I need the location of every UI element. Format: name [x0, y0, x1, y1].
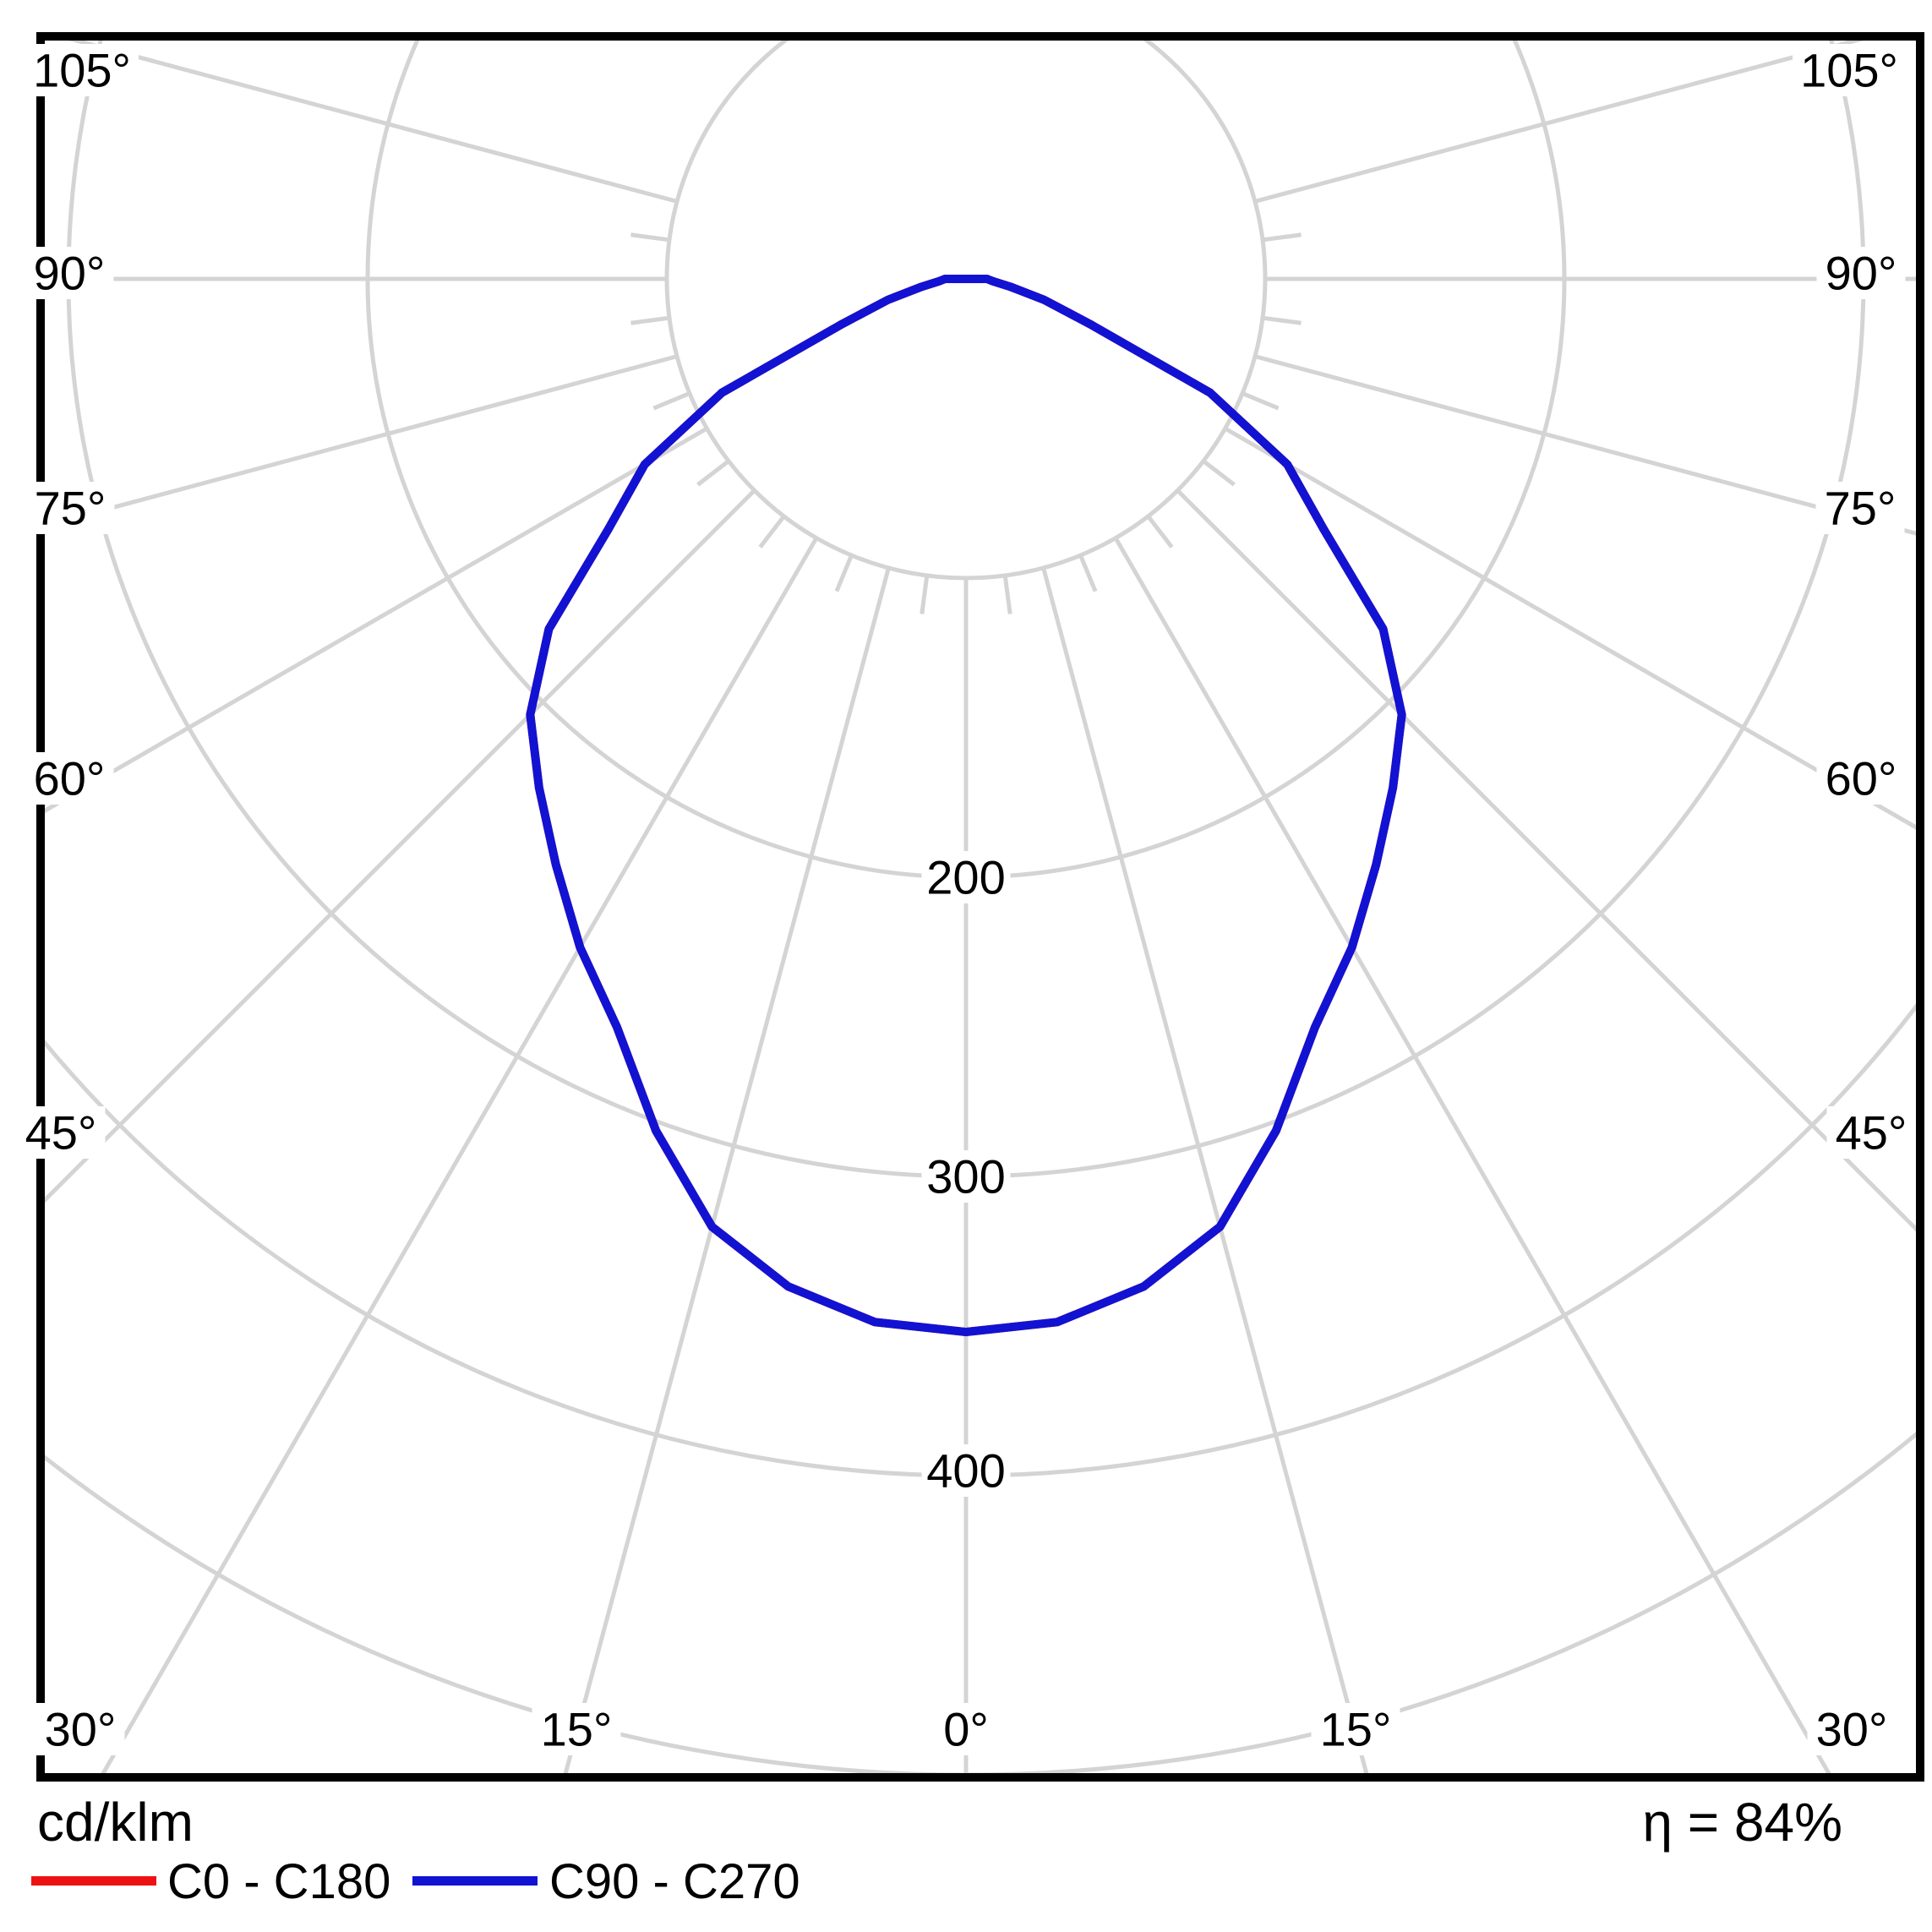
- legend-label-c90-c270: C90 - C270: [549, 1854, 800, 1909]
- grid-minor-tick: [1262, 232, 1302, 243]
- angle-label-15: 15°: [1320, 1703, 1392, 1756]
- angle-label-105-bg: [1793, 44, 1906, 96]
- grid-minor-tick: [630, 315, 670, 325]
- angle-label-60: 60°: [34, 752, 106, 805]
- angle-label-30-bg: [1807, 1703, 1897, 1755]
- angle-label-0: 0°: [943, 1703, 989, 1756]
- grid-minor-tick: [1242, 391, 1280, 411]
- grid-spoke-105-left: [68, 41, 678, 204]
- angle-label-15-bg: [1311, 1703, 1400, 1755]
- angle-label-45: 45°: [25, 1106, 97, 1160]
- angle-label-90-bg: [1816, 247, 1906, 299]
- angle-label-75-bg: [1815, 482, 1905, 534]
- radial-label-300: 300: [926, 1150, 1005, 1203]
- efficiency-label: η = 84%: [1642, 1792, 1842, 1853]
- angle-label-60-bg: [1816, 752, 1906, 805]
- grid-minor-tick: [1262, 315, 1302, 325]
- grid-spoke-45-left: [45, 488, 756, 1203]
- grid-minor-tick: [696, 459, 730, 487]
- grid-minor-tick: [630, 232, 670, 243]
- grid-minor-tick: [1078, 554, 1098, 592]
- grid-spoke-30-right: [1113, 537, 1831, 1773]
- angle-label-105: 105°: [33, 44, 131, 97]
- angle-label-15-bg: [532, 1703, 621, 1755]
- radial-label-200: 200: [926, 851, 1005, 904]
- angle-label-30: 30°: [45, 1703, 117, 1756]
- angle-label-75: 75°: [35, 482, 106, 535]
- angle-label-45: 45°: [1836, 1106, 1907, 1160]
- grid-spoke-45-right: [1176, 488, 1916, 1232]
- angle-label-30: 30°: [1816, 1703, 1888, 1756]
- grid-spoke-75-left: [45, 354, 678, 528]
- curves: [526, 275, 1406, 1337]
- angle-label-90-bg: [25, 247, 114, 299]
- grid-minor-tick: [920, 575, 930, 614]
- radial-label-300-bg: [921, 1150, 1011, 1203]
- angle-label-45-bg: [16, 1106, 106, 1159]
- grid-minor-tick: [1202, 459, 1236, 487]
- radial-label-400-bg: [921, 1444, 1011, 1497]
- grid-spoke-75-right: [1254, 354, 1916, 536]
- grid-spoke-15-right: [1041, 567, 1369, 1773]
- grid-spoke-60-left: [45, 426, 708, 814]
- angle-label-90: 90°: [34, 247, 106, 300]
- angle-label-60-bg: [25, 752, 114, 805]
- angle-label-60: 60°: [1826, 752, 1897, 805]
- axis-labels: 200 300 400 105° 105° 90° 90° 75° 75° 60° 60° 45° 45…: [16, 44, 1916, 1756]
- grid-minor-tick: [652, 391, 690, 411]
- angle-label-75-bg: [25, 482, 115, 534]
- angle-label-105: 105°: [1800, 44, 1898, 97]
- radial-label-400: 400: [926, 1444, 1005, 1498]
- legend-label-c0-c180: C0 - C180: [167, 1854, 391, 1909]
- grid-minor-tick: [1002, 575, 1012, 614]
- chart-frame: [36, 32, 1924, 1782]
- grid-minor-tick: [758, 515, 786, 548]
- legend-line-c90-c270: [412, 1876, 538, 1886]
- unit-label: cd/klm: [37, 1792, 194, 1853]
- angle-label-75: 75°: [1825, 482, 1897, 535]
- angle-label-30-bg: [35, 1703, 125, 1755]
- angle-label-45-bg: [1826, 1106, 1916, 1159]
- angle-label-0-bg: [934, 1703, 998, 1755]
- grid-spoke-15-left: [563, 567, 891, 1773]
- angle-label-90: 90°: [1826, 247, 1897, 300]
- grid-spoke-60-right: [1224, 426, 1916, 830]
- curve-c90-c270: [526, 275, 1406, 1337]
- grid-minor-tick: [1146, 515, 1174, 548]
- radial-label-200-bg: [921, 851, 1011, 903]
- grid-spoke-30-left: [101, 537, 819, 1773]
- legend-line-c0-c180: [31, 1876, 156, 1886]
- angle-label-15: 15°: [541, 1703, 613, 1756]
- angle-label-105-bg: [25, 44, 139, 96]
- legend: C0 - C180 C90 - C270: [0, 1856, 1932, 1915]
- grid-spoke-105-right: [1254, 41, 1864, 204]
- grid-minor-tick: [834, 554, 854, 592]
